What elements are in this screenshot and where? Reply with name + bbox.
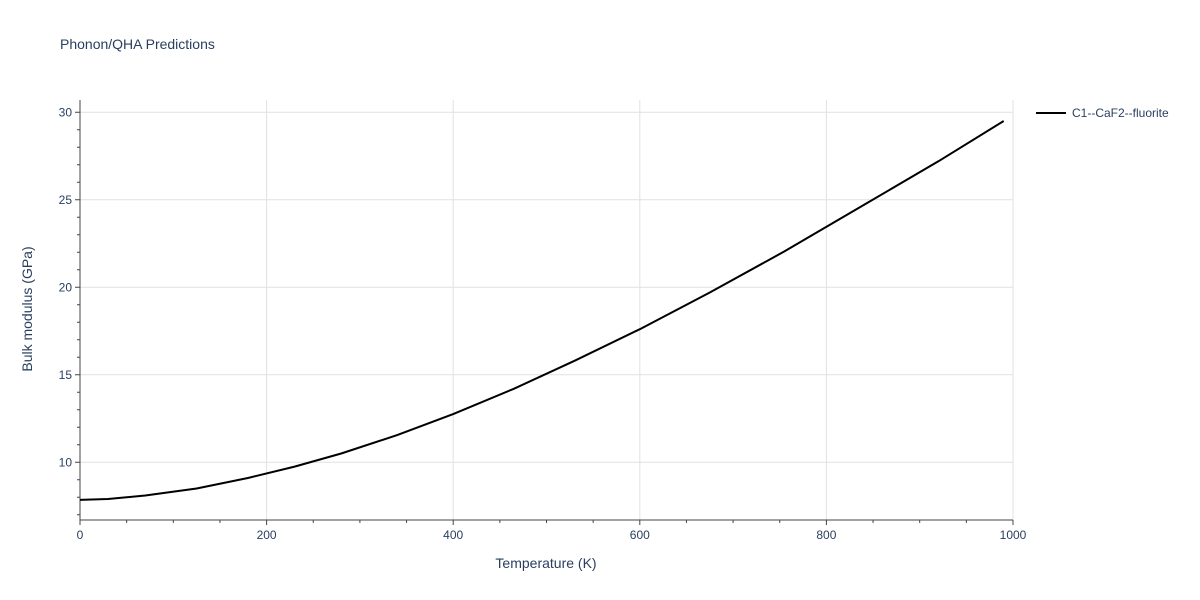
legend-series-label: C1--CaF2--fluorite: [1072, 106, 1169, 120]
x-tick-label: 800: [816, 528, 836, 542]
legend[interactable]: C1--CaF2--fluorite: [1036, 106, 1169, 120]
x-tick-label: 600: [630, 528, 650, 542]
series-layer: [79, 120, 1005, 501]
y-axis-title: Bulk modulus (GPa): [19, 246, 35, 371]
y-tick-label: 20: [59, 280, 73, 294]
series-line: [79, 120, 1005, 501]
grid-lines: [80, 100, 1014, 520]
x-tick-label: 0: [77, 528, 84, 542]
axes: [75, 100, 1014, 525]
x-tick-label: 200: [257, 528, 277, 542]
y-tick-label: 10: [59, 455, 73, 469]
y-tick-label: 15: [59, 368, 73, 382]
x-axis-title: Temperature (K): [495, 555, 596, 571]
y-tick-label: 25: [59, 193, 73, 207]
x-tick-label: 1000: [1000, 528, 1027, 542]
legend-line-swatch: [1036, 112, 1066, 114]
chart-title: Phonon/QHA Predictions: [60, 36, 215, 52]
tick-labels: 0 200 400 600 800 1000 10 15 20 25 30: [59, 105, 1027, 542]
x-tick-label: 400: [443, 528, 463, 542]
y-tick-label: 30: [59, 105, 73, 119]
